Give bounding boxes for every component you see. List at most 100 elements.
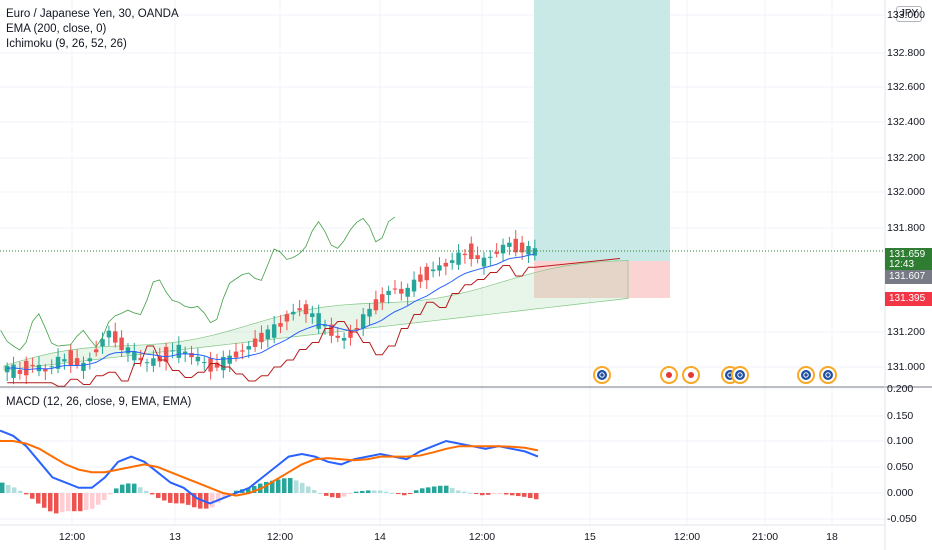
- macd-bar: [456, 490, 461, 493]
- macd-bar: [276, 479, 281, 493]
- candle-body: [100, 339, 105, 347]
- ichimoku-legend[interactable]: Ichimoku (9, 26, 52, 26): [6, 38, 127, 50]
- candle-body: [30, 364, 35, 366]
- kijun-line: [7, 258, 621, 387]
- calendar-icon[interactable]: [819, 366, 837, 384]
- macd-bar: [420, 488, 425, 493]
- calendar-icon[interactable]: [731, 366, 749, 384]
- candle-body: [246, 346, 251, 350]
- symbol-title[interactable]: Euro / Japanese Yen, 30, OANDA: [6, 8, 179, 20]
- macd-bar: [504, 493, 509, 495]
- candle-body: [55, 356, 61, 369]
- candle-body: [202, 362, 207, 364]
- macd-legend[interactable]: MACD (12, 26, close, 9, EMA, EMA): [6, 396, 192, 408]
- macd-tick-label: -0.050: [887, 513, 917, 525]
- macd-bar: [90, 493, 95, 509]
- macd-bar: [366, 490, 371, 493]
- price-tick-label: 133.000: [887, 9, 925, 21]
- macd-bar: [252, 485, 257, 493]
- candle-body: [449, 260, 455, 263]
- macd-bar: [96, 493, 101, 505]
- ema-legend[interactable]: EMA (200, close, 0): [6, 23, 107, 35]
- ema-line: [7, 253, 535, 371]
- candle-body: [17, 370, 23, 374]
- macd-bar: [414, 490, 419, 493]
- price-tick-label: 131.800: [887, 222, 925, 234]
- macd-bar: [36, 493, 41, 504]
- grid: [0, 0, 885, 525]
- macd-bar: [516, 493, 521, 497]
- candle-body: [170, 350, 175, 352]
- macd-bar: [120, 484, 125, 493]
- target-zone[interactable]: [534, 0, 670, 261]
- candle-body: [386, 290, 391, 295]
- candle-body: [144, 362, 150, 364]
- candle-body: [373, 299, 379, 311]
- candles-group: [4, 230, 538, 385]
- ichimoku-cloud: [3, 260, 629, 371]
- macd-bar: [300, 482, 305, 493]
- macd-bar: [294, 480, 299, 493]
- candle-body: [488, 256, 493, 258]
- macd-bar: [162, 493, 167, 501]
- macd-bar: [396, 493, 401, 495]
- candle-body: [443, 262, 449, 267]
- macd-bar: [102, 493, 107, 500]
- macd-bar: [480, 493, 485, 496]
- candle-body: [24, 360, 29, 376]
- macd-tick-label: 0.000: [887, 487, 914, 499]
- candle-body: [265, 329, 271, 340]
- candle-body: [125, 347, 131, 354]
- candle-body: [494, 251, 499, 254]
- candle-body: [354, 328, 360, 330]
- candle-body: [405, 287, 410, 297]
- macd-bar: [462, 491, 467, 493]
- macd-histogram: [0, 477, 539, 514]
- macd-bar: [144, 490, 149, 493]
- macd-bar: [186, 493, 191, 505]
- macd-bar: [156, 493, 161, 499]
- candle-body: [322, 324, 328, 327]
- macd-bar: [234, 490, 239, 493]
- candle-body: [278, 323, 283, 327]
- macd-bar: [264, 481, 269, 493]
- macd-bar: [378, 490, 383, 493]
- candle-body: [214, 362, 220, 368]
- price-tick-label: 132.600: [887, 81, 925, 93]
- macd-bar: [222, 493, 227, 498]
- macd-bar: [522, 493, 527, 497]
- macd-bar: [66, 493, 71, 512]
- candle-body: [176, 344, 182, 358]
- calendar-icon[interactable]: [593, 366, 611, 384]
- macd-bar: [402, 493, 407, 496]
- time-tick-label: 14: [374, 531, 386, 543]
- macd-bar: [384, 491, 389, 493]
- time-tick-label: 12:00: [266, 531, 294, 543]
- macd-bar: [468, 492, 473, 494]
- macd-bar: [198, 493, 203, 509]
- flag-icon[interactable]: [660, 366, 678, 384]
- events-row[interactable]: [593, 366, 837, 384]
- stop-value-tag: 131.395: [885, 292, 932, 306]
- calendar-icon[interactable]: [797, 366, 815, 384]
- candle-body: [399, 288, 404, 294]
- macd-tick-label: 0.050: [887, 461, 914, 473]
- macd-bar: [474, 493, 479, 495]
- candle-body: [252, 338, 258, 347]
- candle-body: [93, 349, 99, 353]
- macd-bar: [126, 483, 131, 493]
- macd-bar: [18, 490, 23, 493]
- candle-body: [500, 244, 506, 254]
- stop-zone[interactable]: [534, 261, 670, 298]
- candle-body: [297, 308, 302, 311]
- currency-badge[interactable]: JPY: [896, 6, 922, 22]
- candle-body: [360, 314, 366, 329]
- ema-value-tag: 131.607: [885, 270, 932, 284]
- flag-icon[interactable]: [682, 366, 700, 384]
- candle-body: [348, 331, 353, 338]
- macd-bar: [486, 493, 491, 495]
- candle-body: [81, 362, 86, 371]
- macd-bar: [270, 480, 275, 493]
- macd-bar: [132, 483, 137, 493]
